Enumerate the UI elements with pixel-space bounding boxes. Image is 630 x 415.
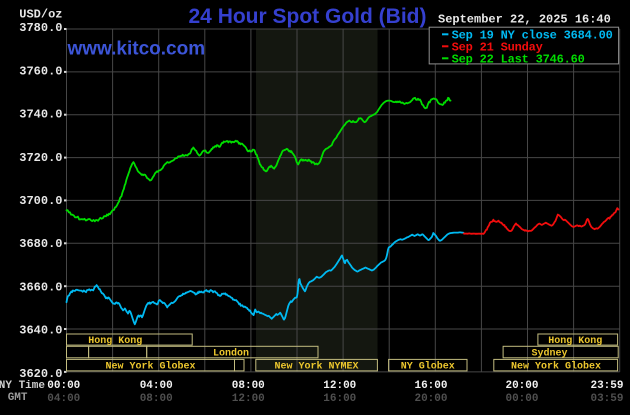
svg-text:04:00: 04:00: [140, 380, 173, 392]
svg-text:NY Time: NY Time: [0, 380, 45, 392]
svg-text:Hong Kong: Hong Kong: [548, 336, 602, 347]
svg-text:20:00: 20:00: [414, 393, 447, 405]
svg-text:23:59: 23:59: [590, 380, 623, 392]
svg-text:20:00: 20:00: [505, 380, 538, 392]
svg-text:Sydney: Sydney: [531, 348, 567, 360]
svg-text:Hong Kong: Hong Kong: [88, 336, 142, 347]
svg-text:Sep 21 Sunday: Sep 21 Sunday: [452, 41, 543, 55]
svg-text:00:00: 00:00: [47, 380, 80, 392]
svg-text:24 Hour Spot Gold (Bid): 24 Hour Spot Gold (Bid): [189, 5, 427, 28]
svg-text:00:00: 00:00: [505, 393, 538, 405]
svg-text:New York Globex: New York Globex: [511, 361, 601, 373]
svg-text:08:00: 08:00: [232, 380, 265, 392]
svg-text:3680.0: 3680.0: [19, 237, 62, 251]
svg-text:New York Globex: New York Globex: [105, 361, 195, 373]
svg-text:3720.0: 3720.0: [19, 151, 62, 165]
svg-text:September 22, 2025 16:40: September 22, 2025 16:40: [438, 13, 611, 27]
svg-text:3620.0: 3620.0: [19, 367, 62, 381]
svg-text:08:00: 08:00: [140, 393, 173, 405]
svg-text:GMT: GMT: [8, 392, 28, 404]
svg-text:3700.0: 3700.0: [19, 194, 62, 208]
svg-text:12:00: 12:00: [232, 393, 265, 405]
svg-text:3760.0: 3760.0: [19, 64, 62, 78]
svg-text:03:59: 03:59: [590, 393, 623, 405]
svg-text:Sep 22 Last 3746.60: Sep 22 Last 3746.60: [452, 53, 585, 67]
svg-text:NY Globex: NY Globex: [401, 361, 455, 373]
svg-text:04:00: 04:00: [47, 393, 80, 405]
svg-text:3640.0: 3640.0: [19, 324, 62, 338]
svg-text:12:00: 12:00: [323, 380, 356, 392]
svg-text:16:00: 16:00: [323, 393, 356, 405]
svg-text:3780.0: 3780.0: [19, 21, 62, 35]
svg-text:USD/oz: USD/oz: [19, 8, 62, 22]
svg-text:16:00: 16:00: [414, 380, 447, 392]
svg-text:3660.0: 3660.0: [19, 280, 62, 294]
svg-text:Sep 19 NY close 3684.00: Sep 19 NY close 3684.00: [452, 29, 613, 43]
svg-text:New York NYMEX: New York NYMEX: [274, 361, 358, 373]
svg-text:www.kitco.com: www.kitco.com: [67, 39, 206, 60]
svg-text:London: London: [213, 348, 249, 360]
svg-text:3740.0: 3740.0: [19, 108, 62, 122]
